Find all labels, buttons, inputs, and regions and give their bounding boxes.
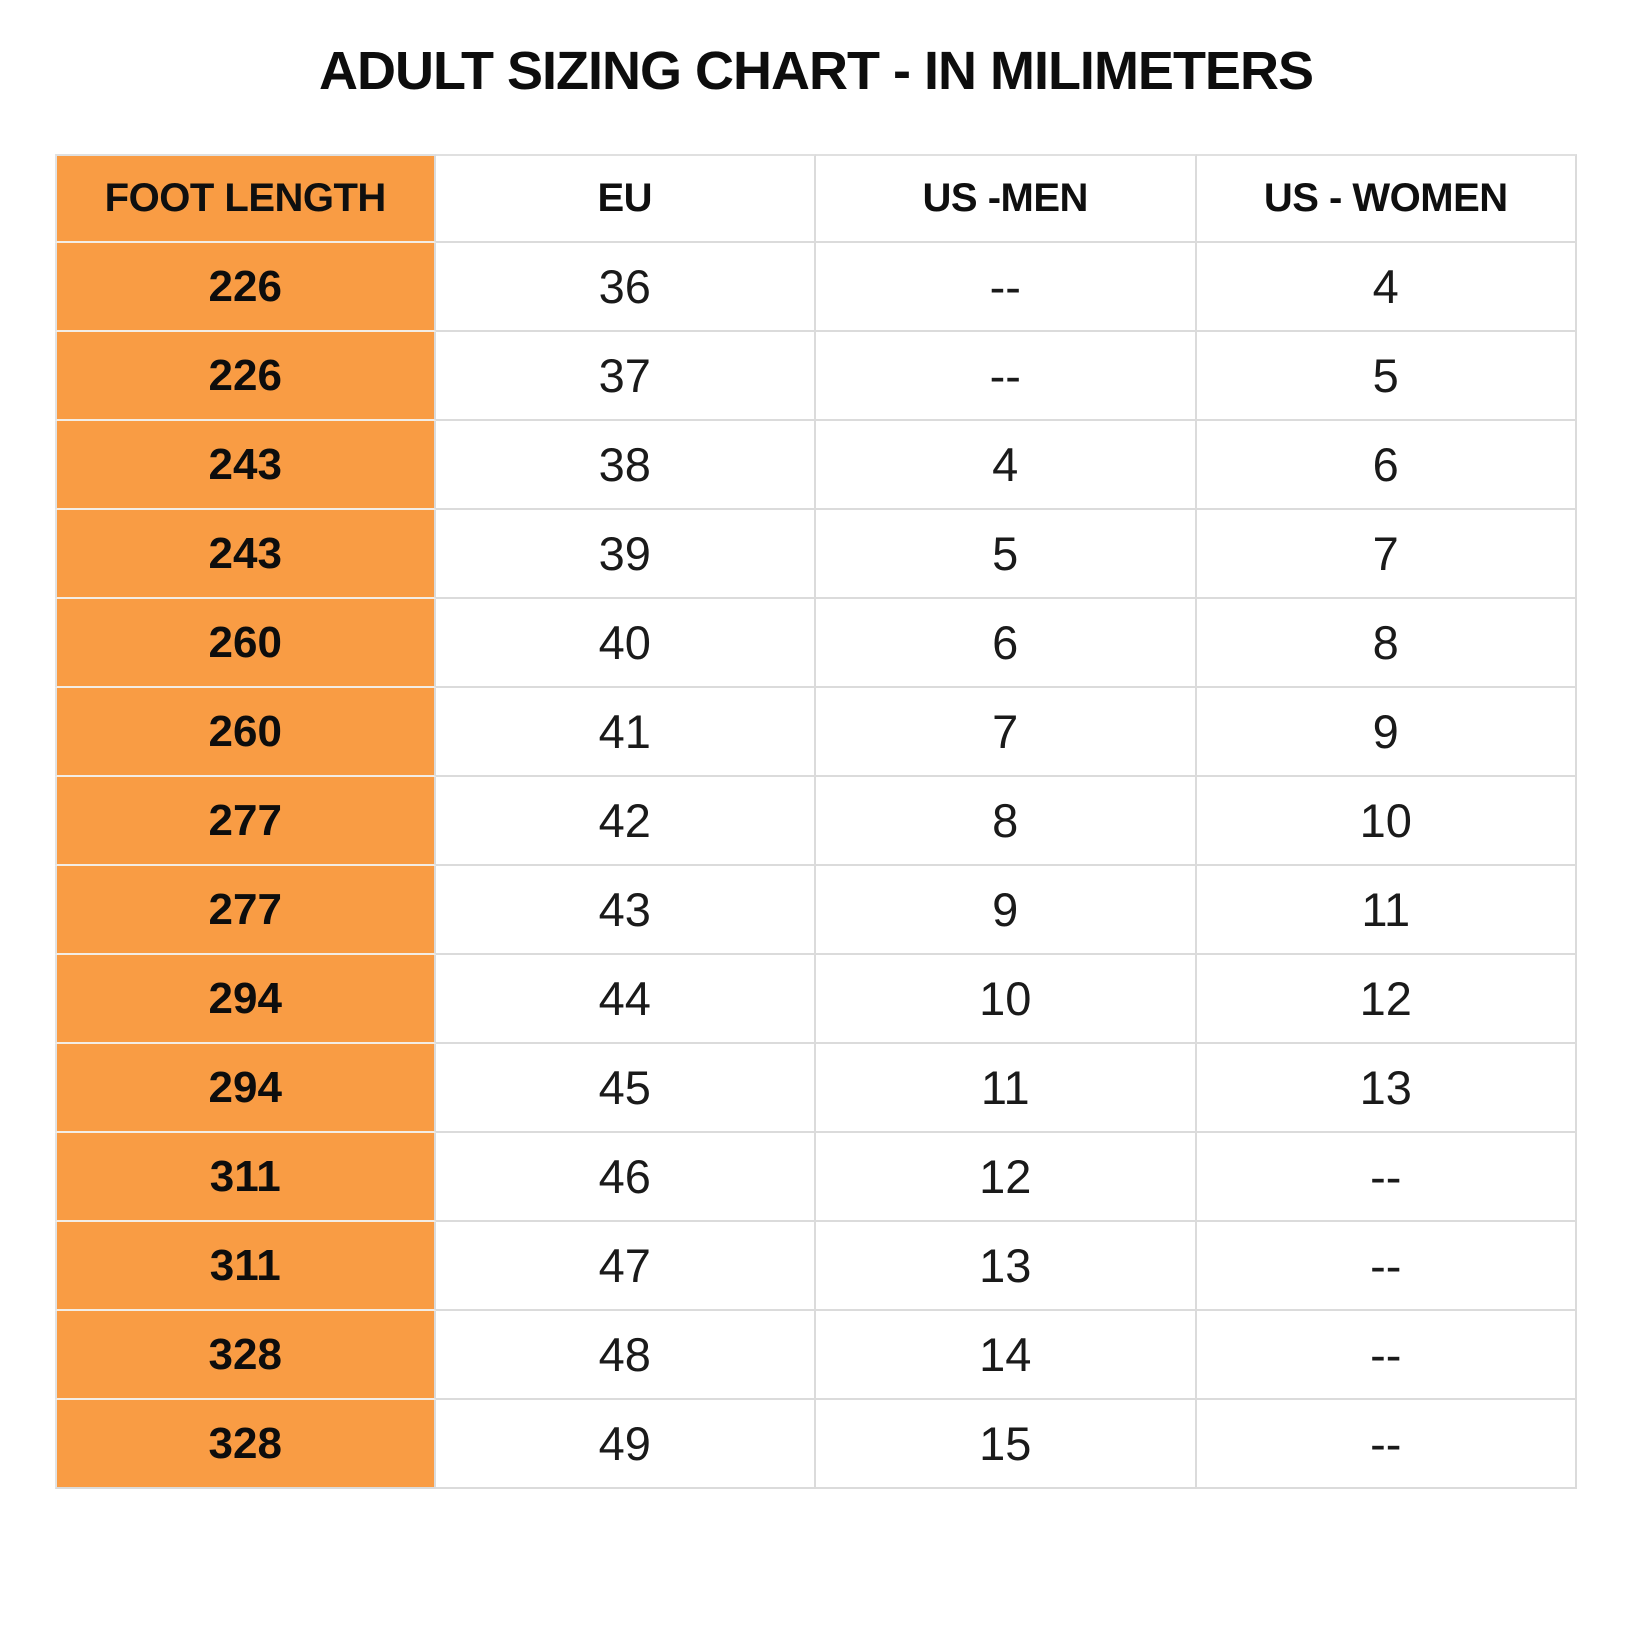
cell-us-men: 5 — [816, 510, 1197, 599]
table-row: 328 49 15 -- — [55, 1400, 1577, 1489]
cell-us-men: 15 — [816, 1400, 1197, 1489]
table-row: 277 43 9 11 — [55, 866, 1577, 955]
cell-foot-length: 294 — [55, 1044, 436, 1133]
table-row: 226 37 -- 5 — [55, 332, 1577, 421]
cell-us-women: 7 — [1196, 510, 1577, 599]
cell-foot-length: 294 — [55, 955, 436, 1044]
table-row: 243 38 4 6 — [55, 421, 1577, 510]
cell-foot-length: 226 — [55, 332, 436, 421]
table-row: 277 42 8 10 — [55, 777, 1577, 866]
sizing-table: FOOT LENGTH EU US -MEN US - WOMEN 226 36 -- 4 2… — [55, 154, 1577, 1489]
table-head: FOOT LENGTH EU US -MEN US - WOMEN — [55, 154, 1577, 243]
cell-eu: 48 — [435, 1311, 816, 1400]
cell-us-women: 6 — [1196, 421, 1577, 510]
cell-eu: 44 — [435, 955, 816, 1044]
column-header-us-women: US - WOMEN — [1196, 154, 1577, 243]
cell-eu: 36 — [435, 243, 816, 332]
cell-foot-length: 277 — [55, 777, 436, 866]
cell-us-women: 10 — [1196, 777, 1577, 866]
column-header-us-men: US -MEN — [816, 154, 1197, 243]
cell-us-women: 9 — [1196, 688, 1577, 777]
cell-us-men: 6 — [816, 599, 1197, 688]
table-row: 226 36 -- 4 — [55, 243, 1577, 332]
cell-us-women: 12 — [1196, 955, 1577, 1044]
cell-us-men: 12 — [816, 1133, 1197, 1222]
table-row: 294 44 10 12 — [55, 955, 1577, 1044]
table-row: 294 45 11 13 — [55, 1044, 1577, 1133]
cell-foot-length: 260 — [55, 688, 436, 777]
column-header-eu: EU — [435, 154, 816, 243]
cell-us-women: -- — [1196, 1400, 1577, 1489]
cell-us-men: 10 — [816, 955, 1197, 1044]
cell-us-men: 13 — [816, 1222, 1197, 1311]
cell-eu: 43 — [435, 866, 816, 955]
cell-us-women: 11 — [1196, 866, 1577, 955]
table-row: 260 41 7 9 — [55, 688, 1577, 777]
header-row: FOOT LENGTH EU US -MEN US - WOMEN — [55, 154, 1577, 243]
cell-foot-length: 226 — [55, 243, 436, 332]
cell-eu: 38 — [435, 421, 816, 510]
cell-foot-length: 311 — [55, 1222, 436, 1311]
cell-us-men: 8 — [816, 777, 1197, 866]
page-title: ADULT SIZING CHART - IN MILIMETERS — [319, 41, 1314, 101]
cell-us-women: -- — [1196, 1133, 1577, 1222]
cell-us-men: 9 — [816, 866, 1197, 955]
cell-eu: 42 — [435, 777, 816, 866]
cell-foot-length: 311 — [55, 1133, 436, 1222]
table-row: 243 39 5 7 — [55, 510, 1577, 599]
cell-eu: 45 — [435, 1044, 816, 1133]
cell-us-men: 4 — [816, 421, 1197, 510]
table-row: 311 46 12 -- — [55, 1133, 1577, 1222]
table-body: 226 36 -- 4 226 37 -- 5 243 38 4 6 243 39 5 7 260 40 6 8 260… — [55, 243, 1577, 1489]
cell-foot-length: 243 — [55, 421, 436, 510]
cell-eu: 46 — [435, 1133, 816, 1222]
cell-foot-length: 328 — [55, 1311, 436, 1400]
cell-foot-length: 277 — [55, 866, 436, 955]
cell-us-men: 14 — [816, 1311, 1197, 1400]
cell-eu: 49 — [435, 1400, 816, 1489]
cell-us-women: 4 — [1196, 243, 1577, 332]
table-row: 311 47 13 -- — [55, 1222, 1577, 1311]
cell-eu: 41 — [435, 688, 816, 777]
cell-foot-length: 328 — [55, 1400, 436, 1489]
cell-us-women: 5 — [1196, 332, 1577, 421]
table-row: 260 40 6 8 — [55, 599, 1577, 688]
cell-us-men: -- — [816, 243, 1197, 332]
column-header-foot-length: FOOT LENGTH — [55, 154, 436, 243]
cell-us-men: 11 — [816, 1044, 1197, 1133]
table-row: 328 48 14 -- — [55, 1311, 1577, 1400]
cell-us-men: -- — [816, 332, 1197, 421]
cell-foot-length: 260 — [55, 599, 436, 688]
cell-us-women: 13 — [1196, 1044, 1577, 1133]
cell-us-women: -- — [1196, 1222, 1577, 1311]
cell-us-women: -- — [1196, 1311, 1577, 1400]
cell-us-men: 7 — [816, 688, 1197, 777]
cell-eu: 37 — [435, 332, 816, 421]
cell-us-women: 8 — [1196, 599, 1577, 688]
cell-eu: 40 — [435, 599, 816, 688]
cell-foot-length: 243 — [55, 510, 436, 599]
cell-eu: 47 — [435, 1222, 816, 1311]
cell-eu: 39 — [435, 510, 816, 599]
